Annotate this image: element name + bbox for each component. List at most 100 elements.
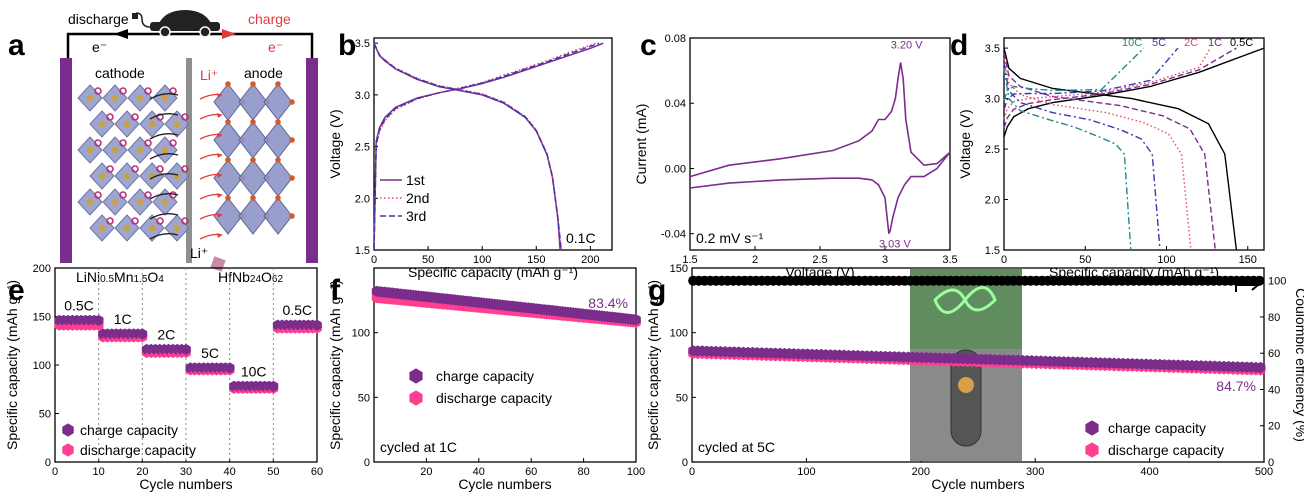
rate-label: 2C (157, 326, 175, 342)
legend-label: charge capacity (1108, 420, 1206, 436)
y-tick-label: 3.0 (355, 90, 370, 102)
li-discharge-arrow (149, 193, 179, 200)
electron-label-left: e⁻ (92, 39, 107, 55)
charge-point (312, 319, 322, 331)
anode-octahedron (213, 159, 243, 197)
cv-curve (689, 62, 951, 234)
panel-letter-e: e (8, 274, 25, 307)
legend-label: discharge capacity (436, 390, 552, 406)
rate-label-0.5C: 0.5C (1230, 37, 1253, 49)
li-charge-arrowhead (217, 93, 222, 98)
y-tick-label: 0 (364, 457, 370, 469)
y-tick-label: 50 (39, 409, 51, 421)
charge-point (137, 328, 148, 340)
x-tick-label: 50 (422, 254, 434, 266)
rate-label: 1C (114, 311, 132, 327)
cathode-current-collector (60, 58, 72, 263)
rate-label: 5C (201, 345, 219, 361)
li-discharge-arrow (149, 153, 179, 160)
cathode-atom (136, 94, 144, 102)
li-ion-label-top: Li⁺ (200, 67, 218, 83)
panel-letter-f: f (330, 274, 341, 307)
y2-tick-label: 0 (1268, 457, 1274, 469)
led-wire-icon (933, 286, 997, 314)
retention-label: 83.4% (588, 295, 628, 311)
li-charge-arrowhead (217, 133, 222, 138)
cathode-atom (86, 146, 94, 154)
x-tick-label: 300 (1026, 466, 1044, 478)
y-tick-label: 3.5 (355, 38, 370, 50)
x-tick-label: 0 (1001, 254, 1007, 266)
li-discharge-arrow (149, 93, 179, 100)
cathode-atom (148, 120, 156, 128)
y-axis-label: Voltage (V) (957, 109, 973, 178)
cathode-li-site (106, 217, 114, 225)
x-tick-label: 1.5 (682, 254, 697, 266)
y-axis-label: Specific capacity (mAh g⁻¹) (327, 280, 343, 450)
legend-marker (409, 390, 423, 406)
y-tick-label: 150 (33, 312, 51, 324)
cathode-atom (98, 224, 106, 232)
anode-oxygen-atom (275, 157, 281, 163)
cathode-atom (161, 198, 169, 206)
charge-point (268, 380, 279, 392)
panel-e-rate-capability-chart: 0 10 20 30 40 50 60 0 50 100 150 200 Cycle numbers Sp… (4, 263, 323, 492)
cathode-atom (86, 198, 94, 206)
legend-marker (1085, 442, 1099, 458)
legend-marker (409, 368, 423, 384)
x-tick-label: 500 (1255, 466, 1273, 478)
plot-frame (373, 267, 637, 463)
li-charge-arrowhead (217, 213, 222, 218)
charge-point (224, 362, 235, 374)
discharge-curve-1C (1003, 52, 1216, 251)
plot-frame (373, 37, 613, 251)
panel-b-charge-discharge-chart: 0 50 100 150 200 1.5 2.0 2.5 3.0 3.5 Specific capa… (327, 37, 613, 280)
y-tick-label: 3.0 (985, 94, 1000, 106)
separator (186, 58, 192, 263)
y-tick-label: 0.04 (665, 98, 686, 110)
x-tick-label: 20 (136, 466, 148, 478)
cathode-atom (123, 120, 131, 128)
x-tick-label: 60 (525, 466, 537, 478)
discharge-curve-1st (373, 42, 561, 251)
y-tick-label: 2.5 (355, 142, 370, 154)
retention-label: 84.7% (1216, 378, 1256, 394)
li-discharge-arrow (149, 113, 179, 120)
cathode-atom (86, 94, 94, 102)
li-charge-arrowhead (217, 233, 222, 238)
cathode-li-site (94, 191, 102, 199)
x-tick-label: 0 (371, 254, 377, 266)
y-axis-label: Voltage (V) (327, 109, 343, 178)
x-tick-label: 3.5 (942, 254, 957, 266)
discharge-curve-3rd (373, 42, 562, 251)
oxidation-peak-label: 3.20 V (891, 39, 923, 51)
cathode-atom (123, 224, 131, 232)
x-tick-label: 2.5 (812, 254, 827, 266)
anode-octahedron (263, 197, 293, 235)
cathode-li-site (181, 113, 189, 121)
x-axis-label: Specific capacity (mAh g⁻¹) (408, 264, 578, 280)
charge-label: charge (248, 11, 291, 27)
cathode-li-site (156, 217, 164, 225)
y-tick-label: 100 (33, 360, 51, 372)
battery-vial-icon (950, 349, 982, 447)
x-tick-label: 150 (1239, 254, 1257, 266)
cathode-li-site (106, 113, 114, 121)
cathode-atom (173, 120, 181, 128)
plot-frame (689, 37, 951, 251)
cathode-li-site (119, 191, 127, 199)
discharge-curve-5C (1003, 63, 1161, 251)
anode-oxygen-atom (225, 81, 231, 87)
rate-label-2C: 2C (1184, 37, 1198, 49)
legend-label: 1st (406, 172, 425, 188)
anode-octahedron (238, 83, 268, 121)
charge-curve-1C (1003, 47, 1237, 129)
y-tick-label: 150 (670, 263, 688, 275)
y-tick-label: 0.08 (665, 33, 686, 45)
x-tick-label: 100 (1157, 254, 1175, 266)
discharge-label: discharge (68, 11, 129, 27)
anode-octahedron (213, 197, 243, 235)
anode-oxygen-atom (275, 119, 281, 125)
cathode-li-site (156, 165, 164, 173)
